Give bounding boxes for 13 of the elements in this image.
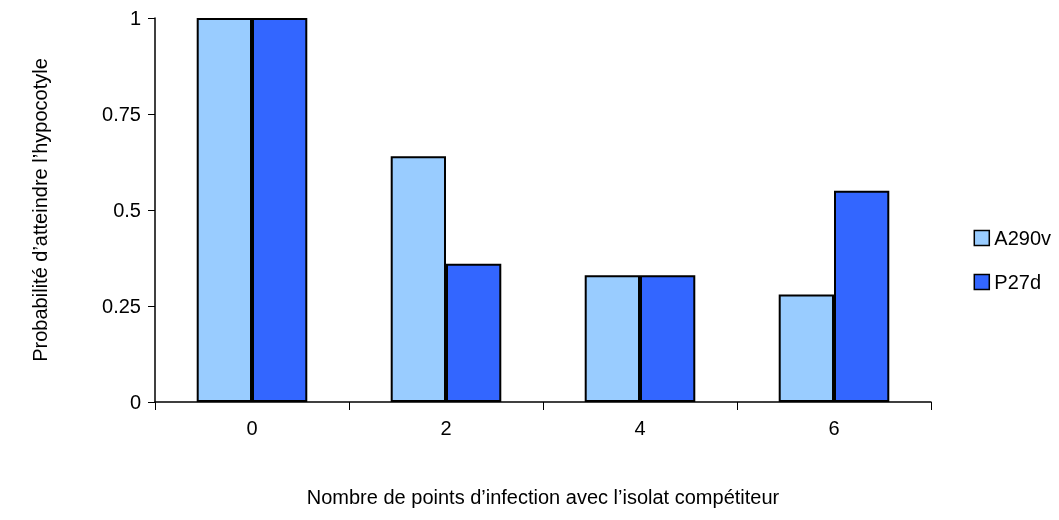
x-axis-title: Nombre de points d’infection avec l’isolat compétiteur [306,486,780,508]
x-tick-label: 6 [828,417,840,439]
y-tick-label: 0.5 [113,199,141,221]
x-tick-label: 4 [634,417,646,439]
x-tick-label: 0 [246,417,258,439]
x-tick-label: 2 [440,417,452,439]
legend-label: P27d [994,271,1042,293]
legend-label: A290v [994,227,1052,249]
y-tick-label: 0.25 [102,295,141,317]
y-tick-label: 1 [129,7,141,29]
y-tick-label: 0 [129,391,141,413]
y-axis-title: Probabilité d’atteindre l’hypocotyle [29,58,51,362]
y-tick-label: 0.75 [102,103,141,125]
